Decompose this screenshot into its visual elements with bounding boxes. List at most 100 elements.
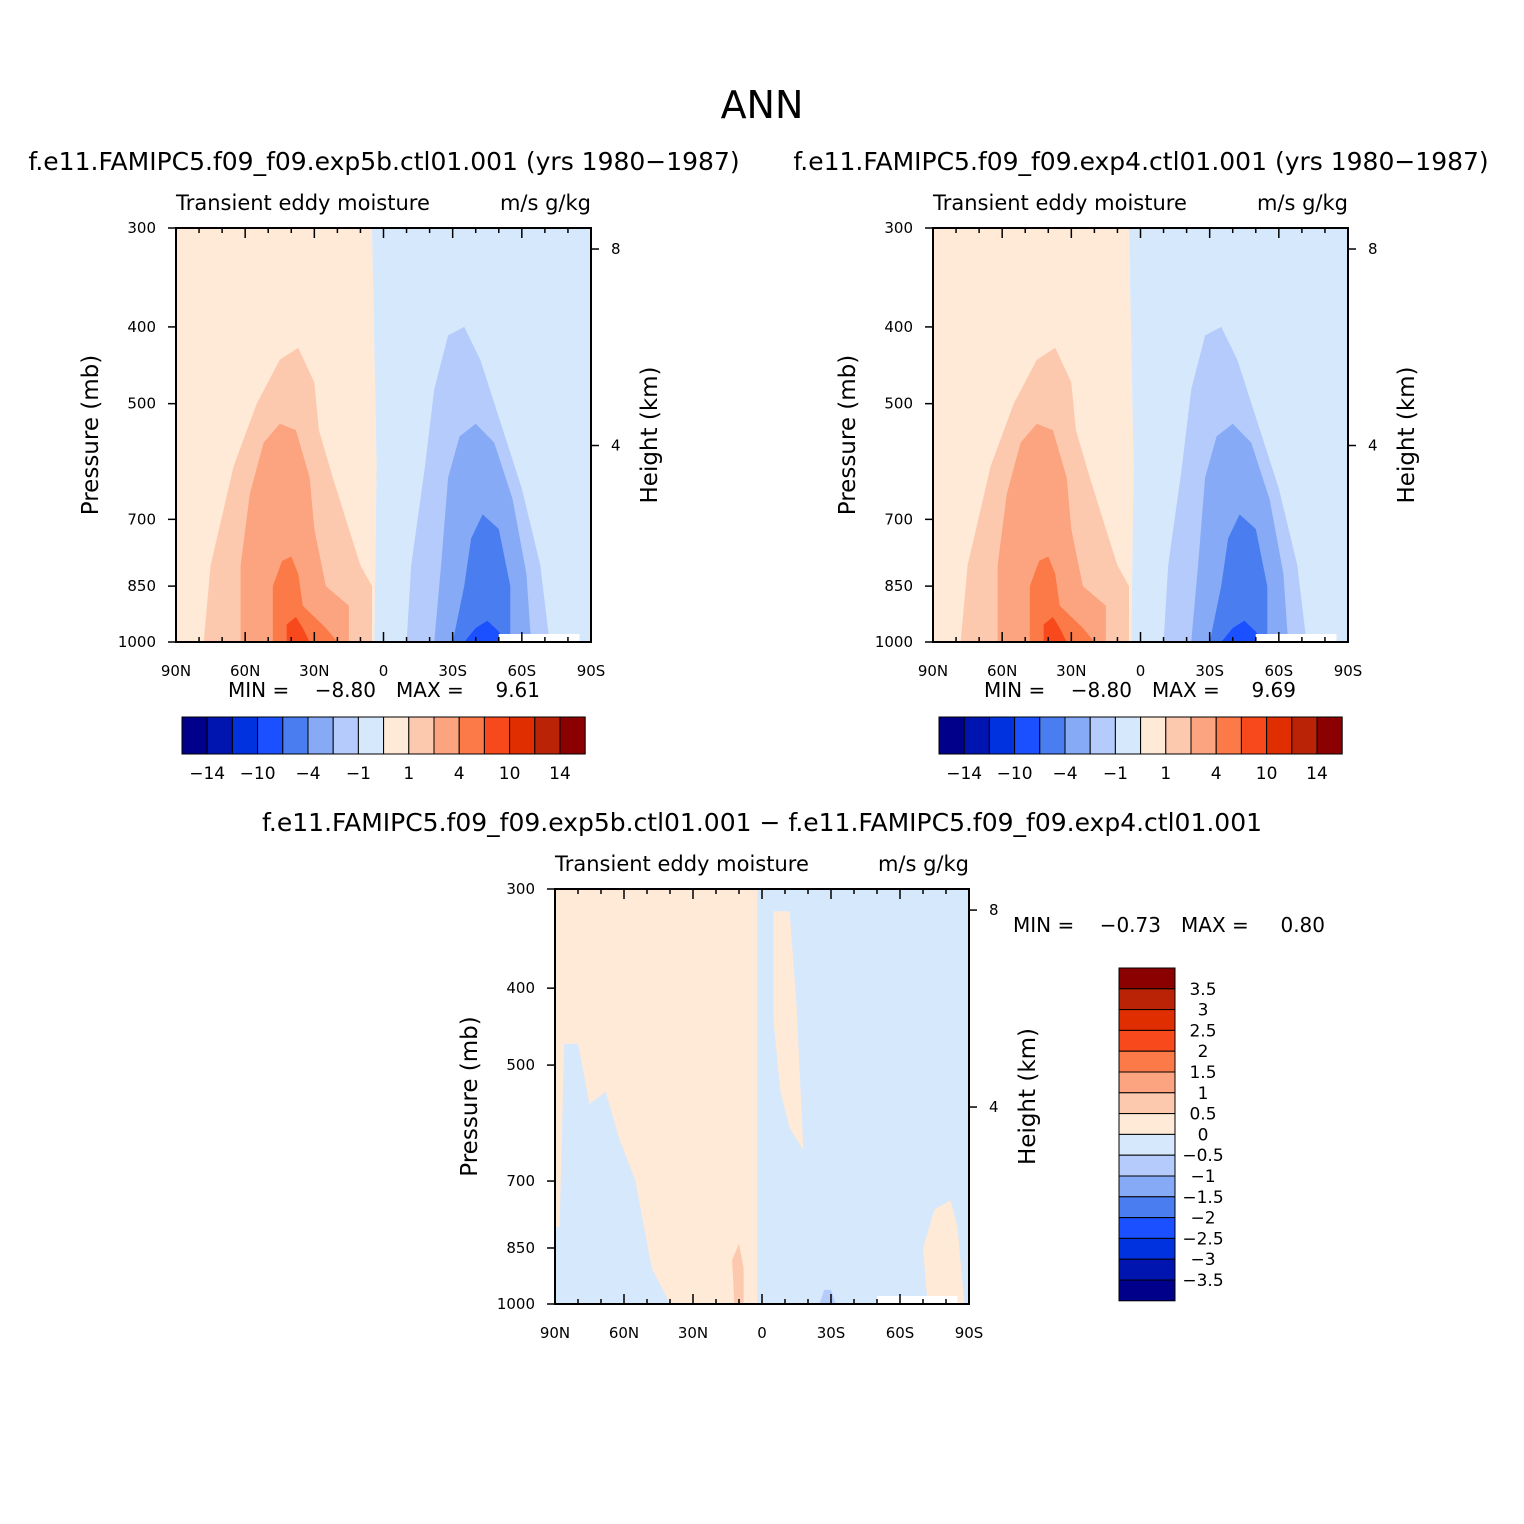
x-tick-label: 0 bbox=[1136, 662, 1146, 680]
panel-title: Transient eddy moisture bbox=[554, 852, 809, 876]
colorbar-box bbox=[1118, 1029, 1176, 1052]
contour-pos-14 bbox=[286, 617, 310, 642]
colorbar-label: 0 bbox=[1198, 1125, 1209, 1145]
y-tick-label: 1000 bbox=[497, 1295, 535, 1313]
y-tick-label: 400 bbox=[506, 979, 535, 997]
x-tick-label: 60N bbox=[230, 662, 260, 680]
contour-field bbox=[933, 228, 1348, 642]
max-label: MAX = bbox=[1181, 913, 1249, 937]
contour-pos-0 bbox=[555, 889, 758, 1304]
y-tick-label: 300 bbox=[127, 219, 156, 237]
max-value: 9.69 bbox=[1251, 678, 1296, 702]
y-right-tick-label: 4 bbox=[989, 1098, 999, 1116]
colorbar-box bbox=[357, 716, 385, 755]
x-tick-label: 30N bbox=[678, 1324, 708, 1342]
y-tick-label: 850 bbox=[127, 577, 156, 595]
colorbar-box bbox=[1114, 716, 1142, 755]
colorbar-box bbox=[1118, 1279, 1176, 1302]
y-right-tick-label: 8 bbox=[611, 240, 621, 258]
panel-difference: f.e11.FAMIPC5.f09_f09.exp5b.ctl01.001 − … bbox=[262, 808, 1325, 1342]
colorbar-box bbox=[1118, 1113, 1176, 1135]
colorbar-box bbox=[1118, 1071, 1176, 1094]
colorbar-box bbox=[938, 716, 965, 755]
colorbar-box bbox=[1140, 716, 1167, 755]
contour-pos-sh-lower bbox=[923, 1200, 965, 1304]
y-right-tick-label: 4 bbox=[1368, 437, 1378, 455]
colorbar-label: −1 bbox=[1190, 1167, 1215, 1187]
colorbar-label: −4 bbox=[295, 764, 320, 784]
case-title: f.e11.FAMIPC5.f09_f09.exp5b.ctl01.001 − … bbox=[262, 808, 1262, 837]
y-tick-label: 300 bbox=[884, 219, 913, 237]
y-tick-label: 850 bbox=[884, 577, 913, 595]
y-tick-label: 300 bbox=[506, 880, 535, 898]
contour-neg-14 bbox=[464, 620, 506, 642]
y-tick-label: 1000 bbox=[118, 633, 156, 651]
colorbar-label: 3.5 bbox=[1189, 980, 1216, 1000]
colorbar-label: −2 bbox=[1190, 1209, 1215, 1229]
x-tick-label: 90S bbox=[1334, 662, 1363, 680]
colorbar-label: 1 bbox=[1160, 764, 1171, 784]
y-tick-label: 700 bbox=[884, 510, 913, 528]
contour-pos-sh-upper bbox=[773, 911, 804, 1151]
x-tick-label: 30N bbox=[299, 662, 329, 680]
x-tick-label: 60S bbox=[508, 662, 537, 680]
colorbar-box bbox=[206, 716, 233, 755]
colorbar-label: 4 bbox=[454, 764, 465, 784]
colorbar-box bbox=[1118, 1009, 1176, 1031]
colorbar-label: −14 bbox=[946, 764, 982, 784]
max-label: MAX = bbox=[1152, 678, 1220, 702]
y-right-tick-label: 8 bbox=[989, 901, 999, 919]
y-tick-label: 500 bbox=[506, 1056, 535, 1074]
colorbar-label: −10 bbox=[240, 764, 276, 784]
y-tick-label: 1000 bbox=[875, 633, 913, 651]
x-tick-label: 60S bbox=[886, 1324, 915, 1342]
contour-pos-4 bbox=[997, 423, 1106, 642]
panel-exp5b: f.e11.FAMIPC5.f09_f09.exp5b.ctl01.001 (y… bbox=[28, 147, 739, 784]
colorbar-box bbox=[282, 716, 309, 755]
colorbar-label: 10 bbox=[1256, 764, 1278, 784]
colorbar-box bbox=[332, 716, 359, 755]
colorbar-box bbox=[1316, 716, 1343, 755]
panel-title: Transient eddy moisture bbox=[932, 191, 1187, 215]
y-tick-label: 700 bbox=[127, 510, 156, 528]
colorbar-box bbox=[307, 716, 334, 755]
case-title: f.e11.FAMIPC5.f09_f09.exp4.ctl01.001 (yr… bbox=[793, 147, 1488, 176]
y-right-axis-label: Height (km) bbox=[1394, 366, 1420, 503]
colorbar-box bbox=[1118, 1217, 1176, 1239]
x-tick-label: 90N bbox=[161, 662, 191, 680]
colorbar-label: −10 bbox=[997, 764, 1033, 784]
min-value: −8.80 bbox=[1071, 678, 1132, 702]
colorbar-box bbox=[1118, 1050, 1176, 1073]
min-value: −0.73 bbox=[1100, 913, 1161, 937]
colorbar-box bbox=[1240, 716, 1268, 755]
colorbar-box bbox=[458, 716, 485, 755]
colorbar-label: 10 bbox=[499, 764, 521, 784]
contour-field bbox=[176, 228, 591, 642]
contour-pos-10 bbox=[1029, 556, 1095, 642]
colorbar-box bbox=[1118, 1237, 1176, 1260]
colorbar-label: −3 bbox=[1190, 1250, 1215, 1270]
x-tick-label: 0 bbox=[757, 1324, 767, 1342]
colorbar-box bbox=[1064, 716, 1091, 755]
colorbar-label: 2.5 bbox=[1189, 1021, 1216, 1041]
y-axis-label: Pressure (mb) bbox=[835, 355, 861, 515]
contour-pos-14 bbox=[1043, 617, 1067, 642]
y-right-axis-label: Height (km) bbox=[637, 366, 663, 503]
colorbar-box bbox=[433, 716, 460, 755]
colorbar-box bbox=[1118, 1258, 1176, 1281]
colorbar-box bbox=[1165, 716, 1192, 755]
panel-title: Transient eddy moisture bbox=[175, 191, 430, 215]
colorbar-box bbox=[181, 716, 208, 755]
colorbar-label: 14 bbox=[1306, 764, 1328, 784]
contour-pos-05 bbox=[732, 1243, 744, 1304]
y-right-axis-label: Height (km) bbox=[1015, 1028, 1041, 1165]
colorbar-label: 4 bbox=[1211, 764, 1222, 784]
colorbar-box bbox=[1215, 716, 1242, 755]
min-value: −8.80 bbox=[315, 678, 376, 702]
y-tick-label: 400 bbox=[127, 318, 156, 336]
figure-title: ANN bbox=[721, 83, 804, 127]
y-tick-label: 500 bbox=[127, 395, 156, 413]
x-tick-label: 60N bbox=[609, 1324, 639, 1342]
colorbar-label: −4 bbox=[1052, 764, 1077, 784]
y-tick-label: 850 bbox=[506, 1239, 535, 1257]
